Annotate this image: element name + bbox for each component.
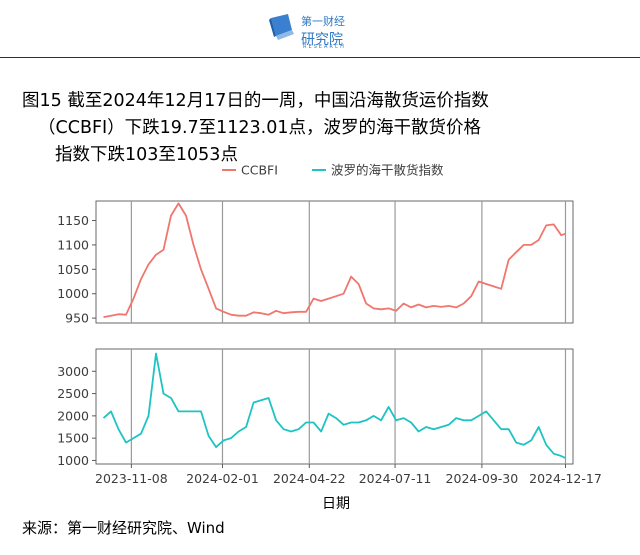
x-tick-label-3: 2024-04-22 (273, 471, 346, 486)
title-line-1: 图15 截至2024年12月17日的一周，中国沿海散货运价指数 (22, 91, 489, 111)
y-tick-label-1: 950 (65, 311, 89, 326)
logo-main-text: 第一财经 (301, 15, 345, 28)
x-tick-label-1: 2023-11-08 (95, 471, 168, 486)
series-line-ccbfi (103, 202, 566, 318)
chart-legend: CCBFI 波罗的海干散货指数 (222, 163, 444, 178)
x-tick-label-5: 2024-09-30 (446, 471, 519, 486)
source-note: 来源：第一财经研究院、Wind (22, 519, 225, 537)
logo-sub-text: 研究院 (301, 32, 343, 48)
x-tick-label-4: 2024-07-11 (359, 471, 432, 486)
bdi-panel: 1000 1500 2000 2500 3000 (57, 348, 574, 468)
panel-frame (95, 348, 574, 465)
y-tick-label-2: 1500 (57, 431, 89, 446)
header-divider (0, 57, 640, 58)
y-tick-label-2: 1000 (57, 286, 89, 301)
y-tick-label-5: 1150 (57, 213, 89, 228)
series-line-bdi (102, 352, 566, 459)
logo-english-text: RESEARCH (303, 44, 346, 50)
y-tick-label-4: 1100 (57, 237, 89, 252)
title-line-2: （CCBFI）下跌19.7至1123.01点，波罗的海干散货价格 (38, 118, 482, 138)
y-tick-label-3: 2000 (57, 408, 89, 423)
figure-title: 图15 截至2024年12月17日的一周，中国沿海散货运价指数 （CCBFI）下… (22, 88, 622, 169)
ccbfi-panel: 950 1000 1050 1100 1150 (57, 200, 574, 326)
research-logo: 第一财经 研究院 RESEARCH (268, 8, 378, 52)
book-logo-icon (269, 14, 294, 40)
title-line-3: 指数下跌103至1053点 (55, 145, 238, 165)
y-tick-label-3: 1050 (57, 262, 89, 277)
y-tick-label-4: 2500 (57, 386, 89, 401)
y-tick-label-5: 3000 (57, 364, 89, 379)
y-tick-label-1: 1000 (57, 453, 89, 468)
panel-frame (95, 200, 574, 324)
legend-label-1: CCBFI (241, 163, 278, 178)
x-axis: 2023-11-08 2024-02-01 2024-04-22 2024-07-11… (95, 464, 602, 486)
x-tick-label-6: 2024-12-17 (529, 471, 602, 486)
x-tick-label-2: 2024-02-01 (186, 471, 259, 486)
legend-label-2: 波罗的海干散货指数 (331, 163, 444, 178)
x-axis-label: 日期 (322, 496, 350, 512)
